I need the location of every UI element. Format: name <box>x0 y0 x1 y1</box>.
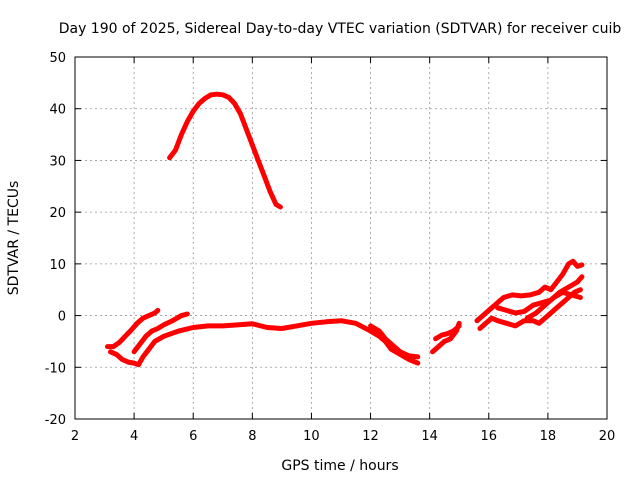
plot-frame <box>74 56 608 420</box>
x-tick-label: 14 <box>421 429 438 444</box>
y-tick-label: 20 <box>49 206 66 221</box>
axis-ticks: 2 4 6 8 10 12 14 16 18 20 -20 -10 0 10 20 30 40 50 <box>45 51 616 444</box>
y-tick-label: 40 <box>49 103 66 118</box>
y-axis-label: SDTVAR / TECUs <box>6 181 22 296</box>
series-arc-late-2 <box>433 323 462 342</box>
x-tick-label: 8 <box>248 429 256 444</box>
series-arc-late-5 <box>495 274 585 316</box>
series-arc-low-2 <box>108 318 421 368</box>
x-tick-label: 2 <box>71 429 79 444</box>
x-tick-label: 10 <box>303 429 320 444</box>
x-tick-label: 18 <box>540 429 557 444</box>
chart-title: Day 190 of 2025, Sidereal Day-to-day VTE… <box>59 21 622 37</box>
data-series <box>105 91 585 368</box>
series-arc-high <box>167 91 283 210</box>
series-arc-low-1 <box>105 307 161 350</box>
y-tick-label: 10 <box>49 258 66 273</box>
x-tick-label: 12 <box>362 429 379 444</box>
grid <box>75 57 607 419</box>
series-arc-low-3 <box>131 311 190 355</box>
series-arc-late-3 <box>474 258 585 324</box>
series-arc-late-4 <box>477 287 583 331</box>
series-arc-low-4 <box>368 323 421 360</box>
x-tick-label: 20 <box>599 429 616 444</box>
x-tick-label: 4 <box>130 429 138 444</box>
x-axis-label: GPS time / hours <box>281 458 398 474</box>
series-arc-late-6 <box>524 289 583 321</box>
x-tick-label: 16 <box>481 429 498 444</box>
y-tick-label: 30 <box>49 154 66 169</box>
y-tick-label: -20 <box>45 413 66 428</box>
y-tick-label: -10 <box>45 361 66 376</box>
x-tick-label: 6 <box>189 429 197 444</box>
y-tick-label: 50 <box>49 51 66 66</box>
y-tick-label: 0 <box>58 310 66 325</box>
